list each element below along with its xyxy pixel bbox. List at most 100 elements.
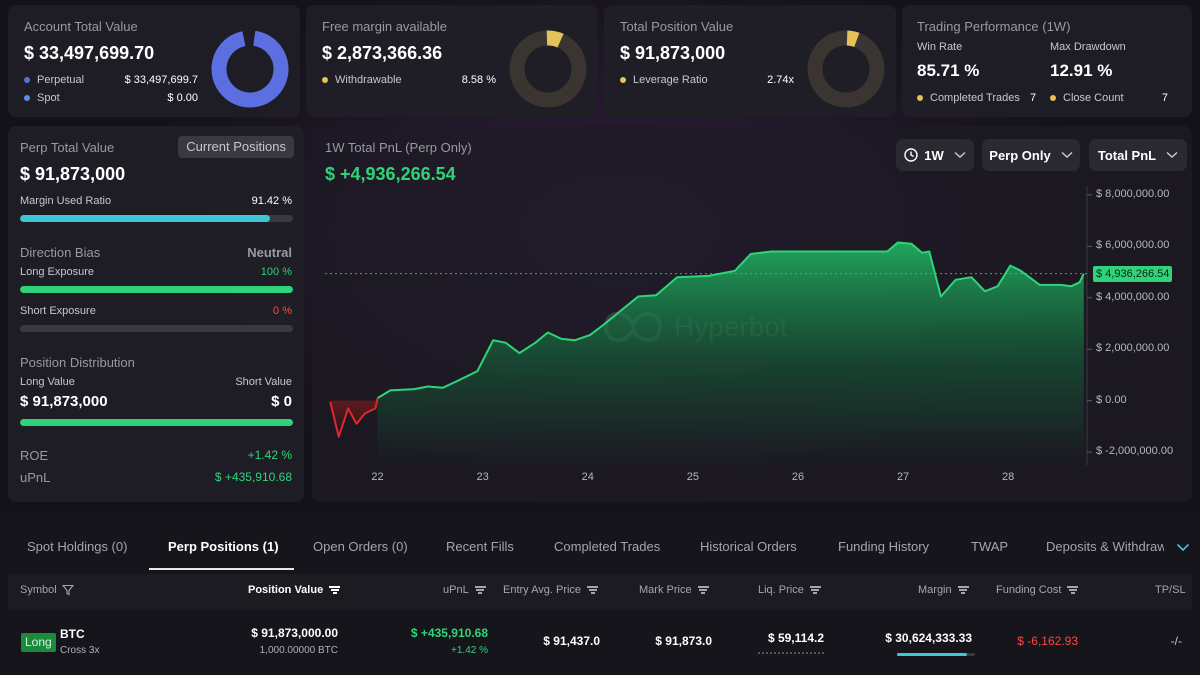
- direction-bias-label: Direction Bias: [20, 245, 101, 260]
- x-tick-label: 23: [476, 471, 489, 483]
- filter-icon[interactable]: [61, 584, 74, 596]
- account-total-title: Account Total Value: [24, 19, 138, 34]
- th-margin-label: Margin: [918, 584, 952, 596]
- perpetual-value: $ 33,497,699.7: [124, 74, 198, 86]
- row-tpsl[interactable]: -/-: [1170, 634, 1182, 648]
- row-margin: $ 30,624,333.33: [885, 631, 972, 645]
- y-tick-label: $ 2,000,000.00: [1096, 342, 1170, 355]
- win-rate-label: Win Rate: [917, 41, 963, 53]
- distribution-long-fill: [20, 419, 293, 426]
- tab-historical-orders[interactable]: Historical Orders: [700, 539, 797, 554]
- x-tick-label: 28: [1002, 471, 1015, 483]
- withdrawable-label: Withdrawable: [335, 74, 402, 86]
- th-entry-label: Entry Avg. Price: [503, 584, 582, 596]
- withdrawable-dot: [322, 77, 328, 83]
- account-total-card: Account Total Value $ 33,497,699.70 Perp…: [8, 5, 300, 117]
- th-funding[interactable]: Funding Cost: [996, 584, 1079, 596]
- row-position-value: $ 91,873,000.00: [251, 626, 338, 640]
- tab-perp-positions-1[interactable]: Perp Positions (1): [168, 539, 279, 554]
- direction-bias-value: Neutral: [247, 245, 292, 260]
- tab-spot-holdings-0[interactable]: Spot Holdings (0): [27, 539, 128, 554]
- y-tick-label: $ 4,000,000.00: [1096, 290, 1170, 303]
- margin-used-value: 91.42 %: [251, 195, 292, 207]
- th-mark[interactable]: Mark Price: [639, 584, 709, 596]
- max-drawdown-value: 12.91 %: [1050, 61, 1113, 80]
- spot-value: $ 0.00: [167, 92, 198, 104]
- watermark-text: Hyperbot: [674, 311, 788, 342]
- perp-panel: Perp Total Value Current Positions $ 91,…: [8, 126, 304, 502]
- current-positions-button[interactable]: Current Positions: [178, 136, 294, 158]
- th-mark-label: Mark Price: [639, 584, 692, 596]
- completed-trades-dot: [917, 95, 923, 101]
- scope-filter[interactable]: Perp Only: [982, 139, 1080, 171]
- short-exposure-label: Short Exposure: [20, 305, 96, 317]
- chevron-down-icon: [1166, 151, 1178, 158]
- margin-ratio-fill: [897, 653, 968, 656]
- long-exposure-label: Long Exposure: [20, 266, 94, 278]
- metric-filter-label: Total PnL: [1097, 147, 1157, 163]
- long-badge: Long: [21, 633, 56, 652]
- completed-trades-value: 7: [1030, 92, 1037, 104]
- close-count-dot: [1050, 95, 1056, 101]
- period-filter[interactable]: 1W: [896, 139, 974, 171]
- th-funding-label: Funding Cost: [996, 584, 1062, 596]
- long-exposure-value: 100 %: [260, 266, 292, 278]
- watermark-logo: Hyperbot: [598, 302, 788, 352]
- position-distribution-label: Position Distribution: [20, 355, 135, 370]
- account-total-value: $ 33,497,699.70: [24, 43, 155, 63]
- tab-deposits-withdraw[interactable]: Deposits & Withdraw: [1046, 539, 1164, 554]
- row-mark-price: $ 91,873.0: [655, 634, 712, 648]
- th-position-value[interactable]: Position Value: [248, 584, 341, 596]
- row-funding-cost: $ -6,162.93: [1017, 634, 1078, 648]
- current-value-tag: $ 4,936,266.54: [1093, 265, 1173, 282]
- tab-funding-history[interactable]: Funding History: [838, 539, 930, 554]
- max-drawdown-label: Max Drawdown: [1050, 41, 1126, 53]
- pnl-total-value: $ +4,936,266.54: [325, 164, 456, 184]
- th-tpsl: TP/SL: [1155, 584, 1186, 596]
- margin-used-bar: [20, 215, 293, 222]
- th-liq-label: Liq. Price: [758, 584, 804, 596]
- th-entry[interactable]: Entry Avg. Price: [503, 584, 599, 596]
- x-tick-label: 22: [371, 471, 384, 483]
- free-margin-value: $ 2,873,366.36: [322, 43, 443, 63]
- table-row[interactable]: Long BTC Cross 3x $ 91,873,000.00 1,000.…: [8, 612, 1192, 672]
- short-value-label: Short Value: [235, 376, 292, 388]
- row-upnl-pct: +1.42 %: [451, 645, 488, 656]
- short-exposure-bar: [20, 325, 293, 332]
- th-margin[interactable]: Margin: [918, 584, 969, 596]
- tab-active-underline: [149, 568, 294, 570]
- sort-icon: [587, 586, 599, 594]
- scope-filter-label: Perp Only: [989, 147, 1051, 163]
- sort-icon: [329, 586, 341, 594]
- chevron-down-icon: [1061, 151, 1073, 158]
- row-symbol[interactable]: BTC: [60, 627, 85, 641]
- perp-total-title: Perp Total Value: [20, 140, 115, 155]
- leverage-row: Leverage Ratio: [620, 74, 708, 86]
- close-count-label: Close Count: [1063, 92, 1124, 104]
- upnl-label: uPnL: [20, 470, 51, 485]
- long-exposure-fill: [20, 286, 293, 293]
- th-symbol[interactable]: Symbol: [20, 584, 74, 596]
- liq-price-underline: [758, 652, 824, 654]
- distribution-bar: [20, 419, 293, 426]
- tab-completed-trades[interactable]: Completed Trades: [554, 539, 661, 554]
- table-header-row: [8, 574, 1192, 610]
- th-symbol-label: Symbol: [20, 584, 57, 596]
- x-tick-label: 25: [686, 471, 699, 483]
- tab-open-orders-0[interactable]: Open Orders (0): [313, 539, 408, 554]
- total-position-value: $ 91,873,000: [620, 43, 726, 63]
- tab-twap[interactable]: TWAP: [971, 539, 1009, 554]
- pnl-chart-title: 1W Total PnL (Perp Only): [325, 140, 472, 155]
- long-value: $ 91,873,000: [20, 393, 108, 410]
- spot-row: Spot: [24, 92, 60, 104]
- tab-recent-fills[interactable]: Recent Fills: [446, 539, 514, 554]
- row-liq-price: $ 59,114.2: [767, 631, 824, 645]
- completed-trades-label: Completed Trades: [930, 92, 1020, 104]
- th-upnl[interactable]: uPnL: [443, 584, 486, 596]
- th-liq[interactable]: Liq. Price: [758, 584, 821, 596]
- tabs-expand-chevron-icon[interactable]: [1176, 543, 1190, 552]
- perpetual-row: Perpetual: [24, 74, 84, 86]
- clock-icon: [904, 148, 918, 162]
- close-count-value: 7: [1161, 92, 1168, 104]
- metric-filter[interactable]: Total PnL: [1089, 139, 1187, 171]
